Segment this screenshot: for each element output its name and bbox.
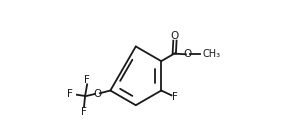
Text: F: F	[67, 89, 73, 99]
Text: O: O	[93, 89, 101, 99]
Text: O: O	[184, 49, 192, 59]
Text: O: O	[171, 31, 179, 41]
Text: F: F	[84, 75, 90, 85]
Text: F: F	[172, 92, 178, 102]
Text: CH₃: CH₃	[202, 49, 220, 59]
Text: F: F	[81, 107, 87, 117]
